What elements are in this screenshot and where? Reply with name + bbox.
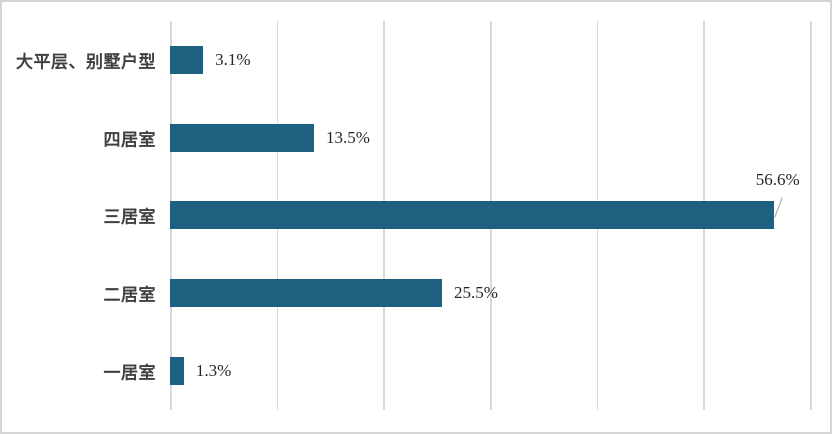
chart-row: 二居室 25.5% (2, 254, 830, 332)
category-label: 大平层、别墅户型 (16, 52, 156, 72)
category-label: 三居室 (103, 207, 156, 227)
chart-row: 一居室 1.3% (2, 332, 830, 410)
gridline (810, 21, 812, 410)
bar (170, 279, 442, 308)
chart-row: 大平层、别墅户型 3.1% (2, 21, 830, 99)
chart-rows: 大平层、别墅户型 3.1% 四居室 13.5% 三居室 56.6% 二居室 25.5% 一居室 1… (2, 21, 830, 410)
value-label: 1.3% (195, 361, 232, 381)
value-label: 56.6% (755, 169, 800, 189)
chart-row: 三居室 56.6% (2, 170, 830, 255)
value-label: 13.5% (326, 127, 370, 147)
bar (170, 45, 204, 74)
category-label: 一居室 (103, 363, 156, 383)
bar (170, 357, 184, 386)
chart-row: 四居室 13.5% (2, 99, 830, 177)
value-label: 3.1% (215, 49, 251, 69)
category-label: 四居室 (103, 130, 156, 150)
bar (170, 201, 774, 230)
bar (170, 123, 314, 152)
category-label: 二居室 (103, 285, 156, 305)
value-label: 25.5% (454, 283, 498, 303)
callout-leader-line (773, 197, 783, 218)
